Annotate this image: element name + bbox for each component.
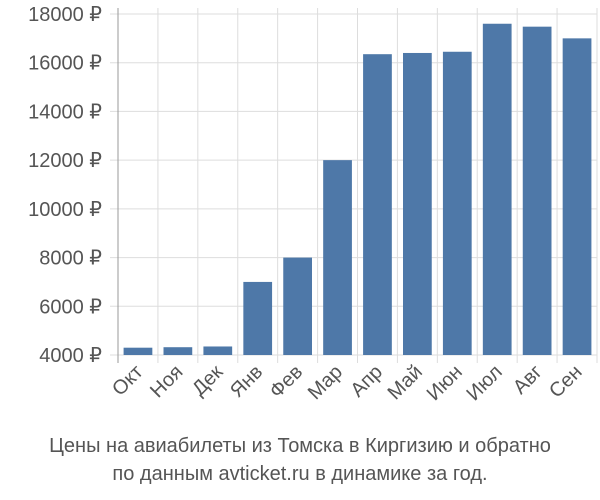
x-tick-label: Сен <box>545 361 586 402</box>
x-tick-label: Ноя <box>146 361 187 402</box>
bar-Сен <box>562 38 592 355</box>
x-tick-label: Янв <box>226 361 267 402</box>
y-tick-label: 10000 ₽ <box>28 199 102 221</box>
bar-Окт <box>123 347 153 355</box>
y-tick-label: 4000 ₽ <box>39 345 102 367</box>
bar-Мар <box>323 160 352 355</box>
bar-Ноя <box>163 347 193 355</box>
bar-Фев <box>283 257 312 355</box>
y-tick-label: 14000 ₽ <box>28 101 102 123</box>
y-tick-label: 16000 ₽ <box>28 53 102 75</box>
y-tick-label: 8000 ₽ <box>39 248 102 270</box>
chart-caption-line-1: Цены на авиабилеты из Томска в Киргизию … <box>49 435 551 457</box>
chart-svg: 4000 ₽ 6000 ₽ 8000 ₽ 10000 ₽ 12000 ₽ 14000 ₽ 1… <box>28 4 598 405</box>
y-tick-label: 18000 ₽ <box>28 4 102 26</box>
bar-Май <box>403 52 432 355</box>
bar-Июл <box>482 23 512 355</box>
x-tick-label: Фев <box>265 361 307 403</box>
bar-Апр <box>363 54 392 356</box>
bar-Июн <box>442 51 472 355</box>
x-tick-label: Дек <box>188 361 227 400</box>
bar-Авг <box>522 26 552 356</box>
y-tick-label: 12000 ₽ <box>28 150 102 172</box>
x-tick-label: Июн <box>423 361 467 405</box>
x-tick-label: Апр <box>346 361 387 402</box>
x-tick-label: Окт <box>108 361 147 400</box>
price-bar-chart: 4000 ₽ 6000 ₽ 8000 ₽ 10000 ₽ 12000 ₽ 14000 ₽ 1… <box>28 4 598 405</box>
y-tick-label: 6000 ₽ <box>39 296 102 318</box>
x-tick-label: Авг <box>509 361 547 399</box>
x-tick-label: Июл <box>462 361 506 405</box>
bar-Дек <box>203 346 233 355</box>
bar-Янв <box>243 281 273 355</box>
x-tick-label: Май <box>384 361 427 404</box>
chart-caption-line-2: по данным avticket.ru в динамике за год. <box>112 463 488 485</box>
x-tick-label: Мар <box>304 361 347 404</box>
